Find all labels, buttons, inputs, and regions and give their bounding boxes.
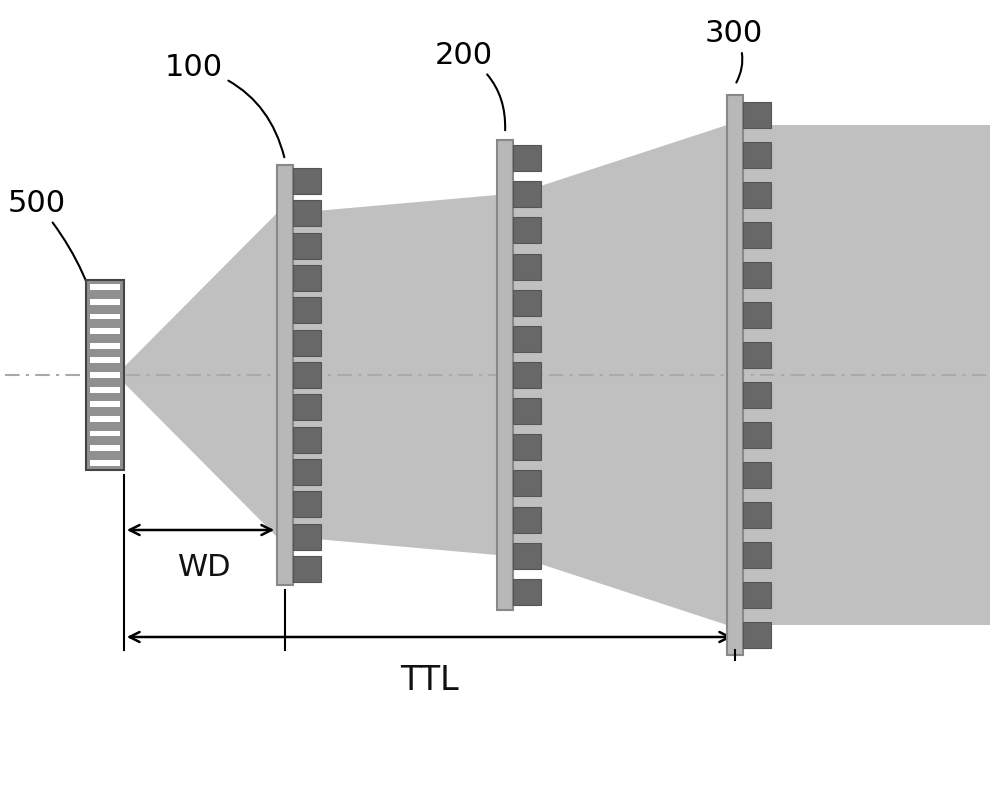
Polygon shape [124, 213, 277, 537]
Bar [90, 314, 120, 319]
Bar [513, 145, 541, 171]
Bar [513, 398, 541, 424]
Bar [293, 233, 321, 259]
Bar [90, 299, 120, 305]
Bar [90, 401, 120, 407]
Bar [90, 328, 120, 334]
Bar [293, 298, 321, 323]
Bar [86, 280, 124, 470]
Bar [513, 470, 541, 496]
Bar [743, 462, 771, 488]
Bar [513, 290, 541, 316]
Bar [293, 394, 321, 420]
Bar [743, 622, 771, 648]
Bar [727, 95, 743, 655]
Bar [90, 430, 120, 436]
Bar [743, 422, 771, 448]
Polygon shape [513, 125, 727, 625]
Bar [743, 302, 771, 328]
Text: 500: 500 [8, 188, 105, 442]
Bar [90, 416, 120, 422]
Bar [743, 382, 771, 408]
Bar [743, 222, 771, 248]
Bar [513, 181, 541, 207]
Bar [743, 542, 771, 568]
Bar [513, 326, 541, 352]
Text: 200: 200 [435, 41, 505, 130]
Bar [90, 460, 120, 466]
Bar [513, 362, 541, 388]
Bar [293, 200, 321, 226]
Bar [293, 168, 321, 194]
Bar [293, 362, 321, 388]
Bar [743, 125, 990, 625]
Bar [293, 426, 321, 453]
Bar [513, 434, 541, 460]
Bar [513, 217, 541, 243]
Bar [90, 284, 120, 290]
Bar [293, 491, 321, 517]
Bar [90, 357, 120, 363]
Bar [277, 165, 293, 585]
Bar [90, 445, 120, 451]
Bar [743, 342, 771, 368]
Bar [90, 343, 120, 349]
Bar [293, 524, 321, 550]
Polygon shape [293, 195, 497, 555]
Bar [743, 182, 771, 208]
Bar [743, 142, 771, 168]
Text: TTL: TTL [400, 663, 459, 696]
Bar [90, 387, 120, 392]
Bar [743, 102, 771, 128]
Bar [743, 502, 771, 528]
Bar [743, 582, 771, 608]
Text: 300: 300 [705, 19, 763, 82]
Bar [513, 506, 541, 532]
Bar [293, 265, 321, 291]
Bar [743, 262, 771, 288]
Bar [90, 372, 120, 378]
Text: WD: WD [178, 553, 231, 582]
Bar [513, 254, 541, 279]
Bar [497, 140, 513, 610]
Bar [293, 330, 321, 356]
Text: 100: 100 [165, 53, 284, 157]
Bar [513, 579, 541, 605]
Bar [293, 459, 321, 485]
Bar [293, 556, 321, 582]
Bar [513, 542, 541, 569]
